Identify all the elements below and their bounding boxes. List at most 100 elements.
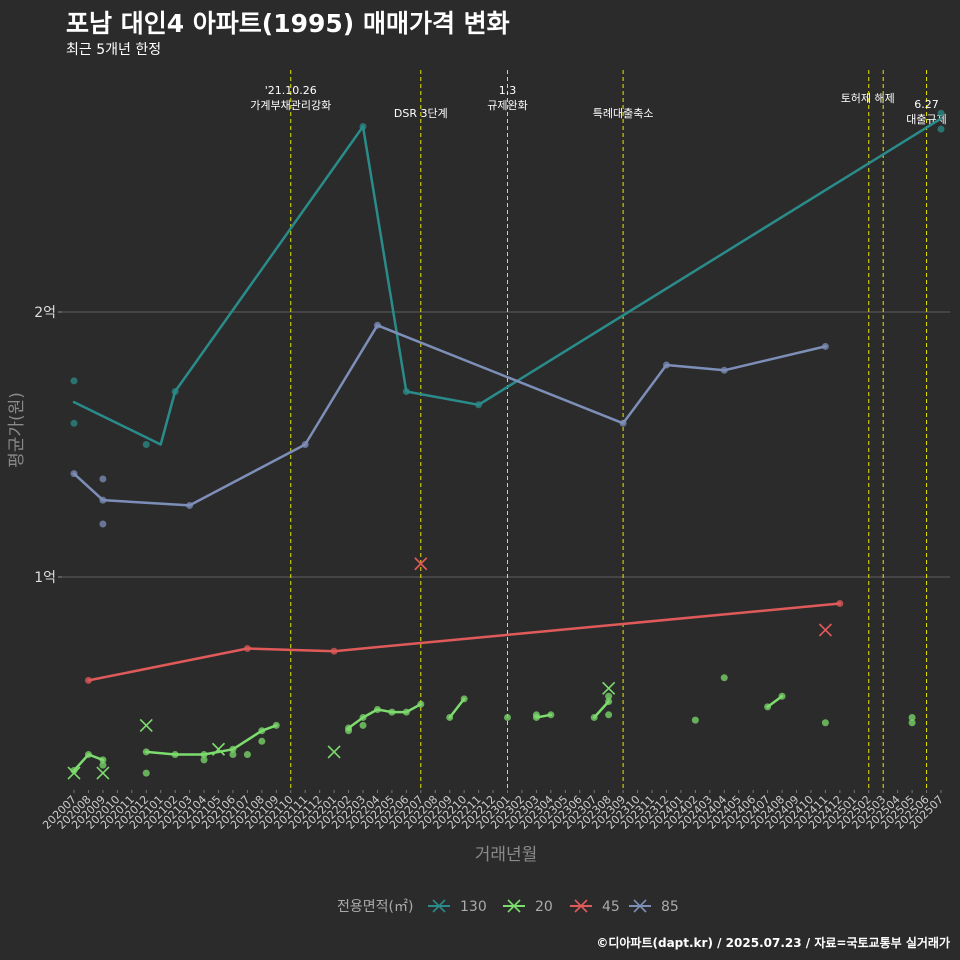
data-point-20 [200,751,208,759]
legend-key-cross [432,899,446,913]
legend-label: 45 [602,899,620,915]
data-point-20 [402,708,410,716]
event-label-line: 가계부채관리강화 [250,99,331,112]
y-axis-title: 평균가(원) [7,392,27,468]
data-point-20 [373,706,381,713]
data-point-85 [99,475,107,483]
data-point-85 [821,342,829,350]
data-point-20 [605,711,613,719]
data-point-20 [99,756,107,764]
data-point-20 [605,698,613,706]
data-point-20 [590,713,598,721]
legend-key-cross [633,899,647,913]
data-point-20 [171,751,179,759]
data-point-85 [662,361,670,369]
data-point-130 [937,109,945,117]
data-point-85 [301,441,309,448]
y-tick-label: 2억 [34,305,56,321]
data-point-20 [229,745,237,753]
data-point-85 [99,520,107,528]
data-point-130 [70,377,78,385]
event-label-line: 1.3 [499,84,517,97]
data-point-130 [402,388,410,395]
data-point-45 [243,645,251,653]
legend-label: 130 [460,899,487,915]
data-point-20 [778,692,786,700]
data-point-130 [142,441,150,448]
series-line-20 [448,697,466,719]
data-point-20 [605,692,613,700]
legend-title: 전용면적(㎡) [337,899,413,915]
event-label: 특례대출축소 [593,107,654,120]
event-label-line: 규제완화 [487,99,527,112]
data-point-130 [937,125,945,133]
data-point-20 [504,713,511,721]
data-point-20 [258,737,266,745]
data-point-20 [532,711,540,719]
data-point-130 [475,401,483,409]
data-point-20 [720,674,728,682]
legend-label: 20 [535,899,553,915]
data-point-20 [908,713,916,721]
data-point-85 [720,366,728,374]
series-line-20 [592,700,610,719]
event-label: 1.3 규제완화 [487,84,527,112]
series-line-20 [145,724,278,756]
event-label: 토허제 해제 [841,91,895,105]
data-point-20 [388,708,396,716]
data-point-85 [619,419,627,427]
event-label: DSR 3단계 [394,107,448,120]
data-point-45 [84,676,92,684]
event-label-line: 특례대출축소 [593,107,654,120]
data-point-20 [229,751,237,759]
event-label-line: 대출규제 [906,113,946,126]
data-point-20 [359,721,367,729]
data-point-20 [99,761,107,769]
source-caption: ©디아파트(dapt.kr) / 2025.07.23 / 자료=국토교통부 실… [596,936,950,950]
data-point-20 [764,703,772,711]
data-point-45 [330,647,338,655]
data-point-20 [417,700,425,708]
y-tick-label: 1억 [34,570,56,586]
cross-point-20 [96,766,110,780]
data-point-20 [200,756,208,764]
cross-point-20 [327,745,341,759]
data-point-130 [171,388,179,395]
series-line-45 [87,602,842,682]
event-label: 6.27 대출규제 [906,98,946,126]
data-point-130 [359,123,367,130]
event-label-line: '21.10.26 [265,84,317,97]
series-line-20 [347,702,423,730]
data-point-20 [908,719,916,727]
data-point-20 [460,695,468,703]
data-point-20 [142,769,150,777]
x-axis-title: 거래년월 [475,845,538,865]
data-point-20 [243,751,251,759]
data-point-20 [345,727,353,735]
data-point-20 [691,716,699,724]
series-line-85 [72,324,827,507]
cross-point-20 [602,681,616,695]
data-point-85 [70,470,78,478]
data-point-20 [84,751,92,759]
event-label-line: DSR 3단계 [394,107,448,120]
data-point-85 [186,501,194,509]
cross-point-45 [818,623,832,637]
chart-title: 포남 대인4 아파트(1995) 매매가격 변화 [66,9,510,38]
event-label-line: 토허제 해제 [841,91,895,105]
legend-label: 85 [661,899,679,915]
cross-point-20 [67,766,81,780]
cross-point-20 [211,742,226,756]
data-point-130 [70,419,78,427]
data-point-20 [258,727,266,735]
data-point-85 [373,321,381,329]
data-point-20 [142,748,150,756]
data-point-45 [836,600,844,607]
event-label: '21.10.26 가계부채관리강화 [250,84,331,112]
event-label-line: 6.27 [914,98,939,111]
data-point-20 [272,721,280,729]
data-point-20 [359,713,367,721]
legend-key-cross [507,899,521,913]
data-point-20 [547,711,555,719]
